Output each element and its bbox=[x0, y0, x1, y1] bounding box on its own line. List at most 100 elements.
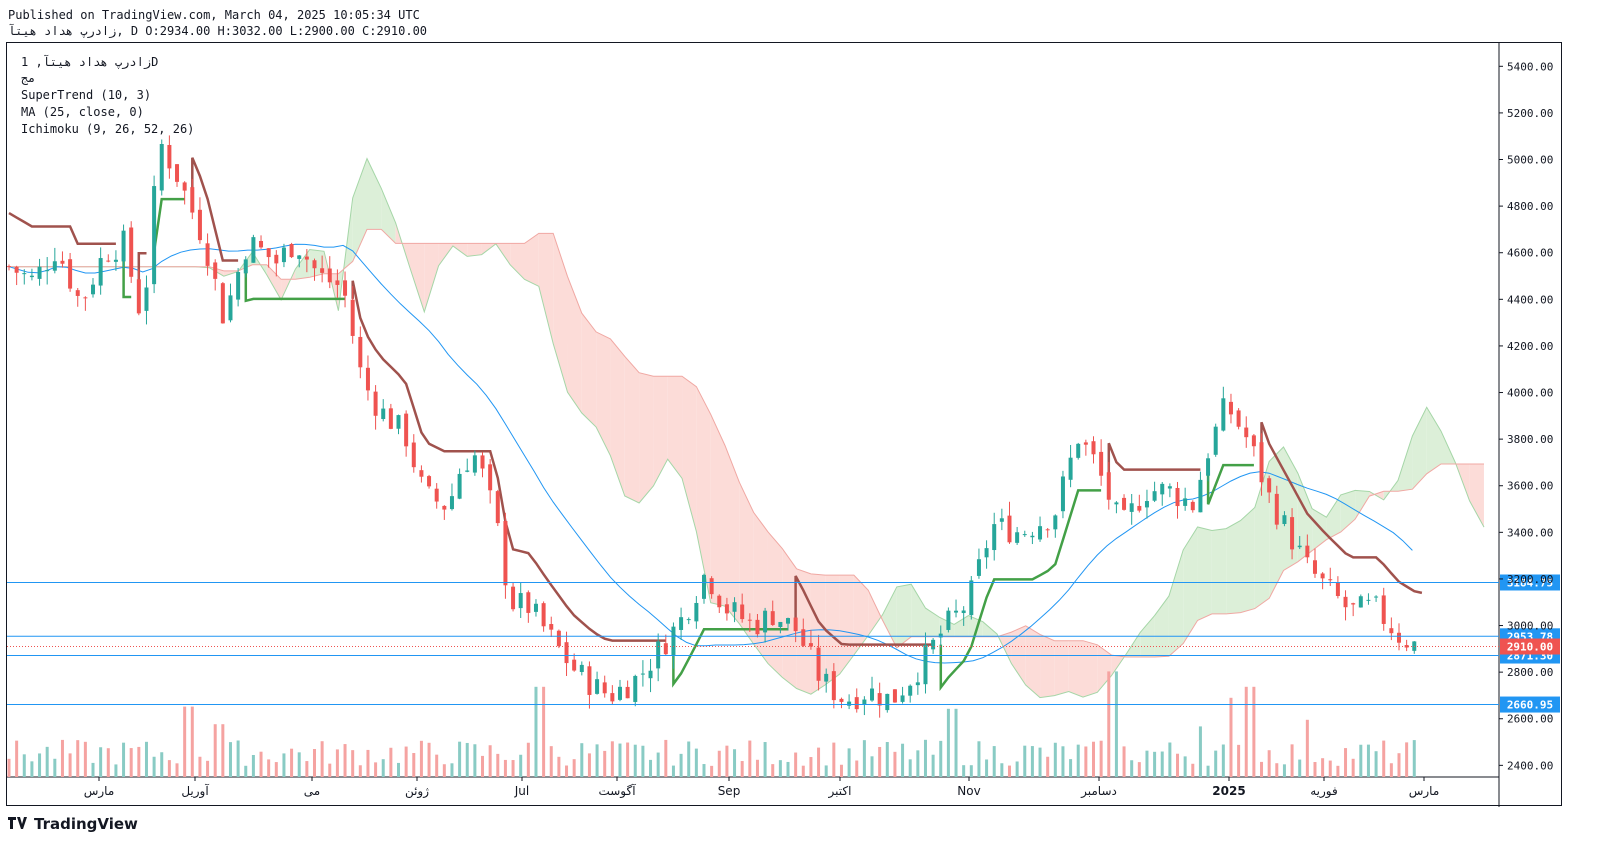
candle-body bbox=[1389, 628, 1394, 634]
cloud-segment bbox=[338, 197, 353, 311]
volume-bar bbox=[1298, 759, 1302, 777]
volume-bar bbox=[817, 747, 821, 777]
candle-body bbox=[159, 144, 164, 191]
candle-body bbox=[358, 336, 363, 368]
candle-body bbox=[1221, 398, 1226, 431]
volume-bar bbox=[931, 754, 935, 777]
candle-body bbox=[236, 271, 241, 300]
candle-body bbox=[1366, 599, 1371, 601]
candle-body bbox=[831, 671, 836, 701]
cloud-segment bbox=[1340, 490, 1356, 532]
supertrend-down bbox=[8, 212, 116, 245]
candle-body bbox=[595, 679, 600, 694]
legend-ma[interactable]: MA (25, close, 0) bbox=[21, 105, 144, 119]
volume-bar bbox=[60, 739, 64, 777]
legend-supertrend[interactable]: SuperTrend (10, 3) bbox=[21, 88, 152, 102]
price-chart[interactable]: 3184.752953.782871.302660.952910.005400.… bbox=[7, 43, 1563, 807]
volume-bar bbox=[99, 747, 103, 777]
volume-bar bbox=[1183, 756, 1187, 777]
candle-body bbox=[488, 464, 493, 491]
candle-body bbox=[1328, 579, 1333, 581]
candle-body bbox=[251, 237, 256, 263]
volume-bar bbox=[83, 741, 87, 777]
y-tick-label: 3200.00 bbox=[1507, 573, 1553, 586]
volume-bar bbox=[1153, 751, 1157, 777]
x-tick-label: مارس bbox=[1409, 784, 1440, 799]
volume-bar bbox=[114, 764, 118, 777]
candle-body bbox=[1152, 491, 1157, 501]
candle-body bbox=[365, 367, 370, 391]
candle-body bbox=[1244, 427, 1249, 438]
volume-bar bbox=[847, 748, 851, 777]
legend-ichimoku[interactable]: Ichimoku (9, 26, 52, 26) bbox=[21, 122, 195, 136]
volume-bar bbox=[419, 740, 423, 777]
candle-body bbox=[969, 580, 974, 616]
cloud-segment bbox=[467, 243, 482, 257]
candle-body bbox=[442, 505, 447, 510]
volume-bar bbox=[725, 745, 729, 777]
x-tick-label: مارس bbox=[84, 784, 115, 799]
chart-frame[interactable]: 3184.75 2953.78 2871.30 2660.95 2910.00 5400.… bbox=[6, 42, 1563, 807]
volume-bar bbox=[22, 754, 26, 777]
cloud-segment bbox=[538, 233, 554, 344]
volume-bar bbox=[129, 748, 133, 777]
y-tick-label: 3800.00 bbox=[1507, 433, 1553, 446]
cloud-segment bbox=[767, 531, 783, 678]
volume-bar bbox=[1107, 671, 1111, 777]
cloud-segment bbox=[1326, 494, 1341, 540]
candle-body bbox=[1106, 472, 1111, 500]
candle-body bbox=[1007, 515, 1012, 543]
cloud-segment bbox=[853, 575, 869, 656]
cloud-segment bbox=[424, 243, 439, 312]
volume-bar bbox=[1099, 740, 1103, 777]
candle-body bbox=[274, 254, 279, 264]
volume-bar bbox=[969, 765, 973, 777]
tradingview-logo[interactable]: TradingView bbox=[8, 815, 138, 833]
candle-body bbox=[870, 688, 875, 701]
volume-bar bbox=[320, 741, 324, 777]
candle-body bbox=[946, 610, 951, 630]
candle-body bbox=[304, 256, 309, 260]
candle-body bbox=[1320, 573, 1325, 579]
candle-body bbox=[549, 624, 554, 630]
x-tick-label: ژوئن bbox=[405, 784, 429, 799]
cloud-segment bbox=[1312, 508, 1327, 551]
cloud-segment bbox=[1297, 473, 1313, 562]
candle-body bbox=[1282, 515, 1287, 525]
volume-bar bbox=[1282, 764, 1286, 777]
candle-body bbox=[197, 209, 202, 241]
candle-body bbox=[931, 639, 936, 650]
cloud-segment bbox=[911, 584, 926, 637]
candle-body bbox=[1175, 487, 1180, 507]
volume-bar bbox=[1237, 744, 1241, 777]
candle-body bbox=[533, 603, 538, 612]
cloud-segment bbox=[409, 243, 425, 312]
volume-bar bbox=[1397, 753, 1401, 777]
volume-bar bbox=[1313, 762, 1317, 777]
volume-bar bbox=[404, 746, 408, 777]
candle-body bbox=[679, 617, 684, 630]
volume-bar bbox=[717, 750, 721, 777]
y-tick-label: 5200.00 bbox=[1507, 107, 1553, 120]
volume-bar bbox=[954, 708, 958, 777]
candle-body bbox=[1053, 515, 1058, 530]
volume-bar bbox=[626, 742, 630, 777]
volume-bar bbox=[38, 753, 42, 777]
volume-bar bbox=[1145, 750, 1149, 777]
volume-bar bbox=[503, 759, 507, 777]
volume-bar bbox=[152, 756, 156, 777]
supertrend-up bbox=[939, 489, 1102, 692]
volume-bar bbox=[206, 760, 210, 777]
volume-bar bbox=[1244, 686, 1248, 777]
volume-bar bbox=[1076, 744, 1080, 777]
candle-body bbox=[167, 144, 172, 169]
supertrend-down bbox=[191, 157, 239, 262]
candle-body bbox=[1076, 443, 1081, 458]
volume-bar bbox=[641, 745, 645, 777]
volume-bar bbox=[595, 744, 599, 777]
x-tick-label: Sep bbox=[718, 784, 741, 798]
volume-bar bbox=[542, 686, 546, 777]
candle-body bbox=[1015, 532, 1020, 543]
candle-body bbox=[770, 611, 775, 625]
x-tick-label: آگوست bbox=[598, 783, 636, 799]
